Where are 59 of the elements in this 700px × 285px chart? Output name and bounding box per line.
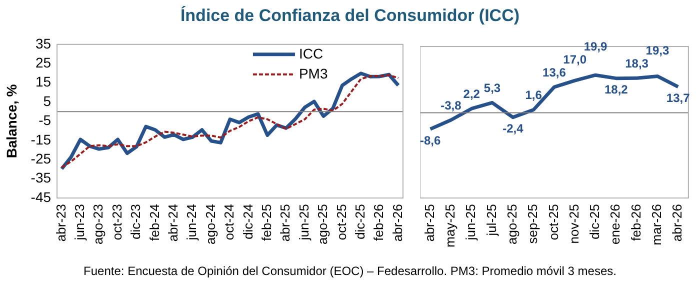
x-tick-label: abr-26 — [390, 204, 405, 242]
y-tick-label: 35 — [35, 35, 52, 52]
legend-label: PM3 — [298, 65, 328, 82]
x-tick-label: oct-24 — [222, 204, 237, 240]
x-tick-label: mar-26 — [649, 204, 664, 246]
x-tick-label: oct-23 — [109, 204, 124, 240]
y-tick-label: -35 — [30, 170, 52, 186]
x-tick-label: jun-24 — [184, 204, 200, 242]
x-tick-label: feb-26 — [628, 204, 644, 241]
x-tick-label: jun-25 — [463, 204, 478, 242]
x-tick-label: feb-25 — [258, 204, 274, 241]
x-tick-label: may-25 — [442, 204, 458, 248]
x-tick-label: abr-23 — [53, 204, 68, 242]
source-note: Fuente: Encuesta de Opinión del Consumidor (EOC) – Fedesarrollo. PM3: Promedio móvil 3 meses. — [82, 264, 618, 278]
x-tick-label: feb-24 — [146, 204, 162, 241]
x-tick-label: nov-25 — [566, 204, 582, 244]
y-tick-label: -25 — [30, 150, 52, 166]
x-tick-label: abr-24 — [165, 204, 180, 242]
chart-title: Índice de Confianza del Consumidor (ICC) — [179, 5, 521, 27]
data-label: 13,6 — [542, 65, 566, 80]
y-axis-title: Balance, % — [3, 84, 20, 158]
x-tick-label: ago-25 — [504, 204, 520, 244]
y-tick-label: 5 — [43, 92, 52, 109]
x-tick-label: oct-25 — [546, 204, 561, 240]
x-tick-label: dic-25 — [352, 204, 368, 240]
y-tick-label: 15 — [35, 74, 52, 90]
x-tick-label: oct-25 — [334, 204, 349, 240]
x-tick-label: sep-25 — [525, 204, 540, 244]
x-tick-label: dic-23 — [128, 204, 144, 240]
x-tick-label: ago-25 — [315, 204, 330, 244]
data-label: 18,3 — [625, 56, 649, 70]
y-tick-label: -5 — [38, 112, 52, 128]
data-label: -3,8 — [440, 98, 462, 112]
y-tick-label: 25 — [35, 54, 52, 70]
x-tick-label: jul-25 — [484, 204, 499, 237]
x-tick-label: abr-25 — [422, 204, 437, 242]
data-label: -2,4 — [502, 122, 524, 136]
data-label: 2,2 — [463, 86, 480, 101]
x-tick-label: dic-25 — [587, 204, 602, 240]
x-tick-label: ago-23 — [90, 204, 106, 244]
data-label: 5,3 — [484, 81, 501, 96]
y-tick-label: -15 — [30, 131, 52, 148]
x-tick-label: dic-24 — [240, 204, 256, 240]
data-label: 18,2 — [604, 82, 628, 97]
x-tick-label: ago-24 — [202, 204, 218, 244]
x-tick-label: jun-25 — [296, 204, 312, 242]
x-tick-label: abr-25 — [278, 204, 293, 242]
data-label: 17,0 — [563, 52, 587, 66]
data-label: -8,6 — [420, 133, 441, 148]
legend-label: ICC — [298, 45, 324, 62]
x-tick-label: feb-26 — [371, 204, 386, 241]
x-tick-label: abr-26 — [670, 204, 685, 242]
data-label: 19,9 — [584, 39, 608, 54]
data-label: 13,7 — [666, 91, 690, 106]
data-label: 19,3 — [646, 43, 670, 58]
data-label: 1,6 — [525, 88, 542, 102]
x-tick-label: ene-26 — [608, 204, 623, 244]
y-tick-label: -45 — [30, 188, 52, 205]
x-tick-label: jun-23 — [72, 204, 87, 242]
